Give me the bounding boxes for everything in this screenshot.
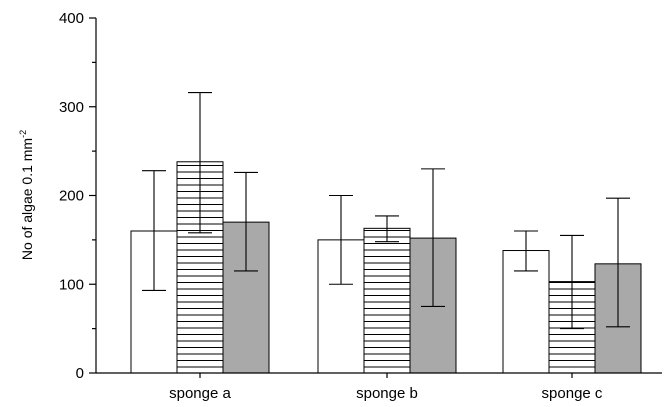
y-tick-label: 0 — [76, 365, 84, 382]
y-tick-label: 100 — [59, 276, 84, 293]
y-axis-title-text: No of algae 0.1 mm — [19, 138, 35, 260]
y-tick-label: 400 — [59, 10, 84, 27]
x-category-label: sponge a — [169, 385, 231, 402]
svg-text:No of algae 0.1 mm-2: No of algae 0.1 mm-2 — [18, 130, 35, 260]
error-bar — [421, 168, 445, 307]
error-bar — [606, 197, 630, 328]
y-tick-label: 300 — [59, 99, 84, 116]
y-tick-label: 200 — [59, 188, 84, 205]
error-bar — [514, 230, 538, 272]
y-axis-title-superscript: -2 — [18, 130, 28, 138]
error-bar — [560, 234, 584, 330]
error-bar — [234, 171, 258, 272]
bar-sponge-b-2 — [363, 227, 411, 374]
error-bar — [375, 215, 399, 243]
error-bar — [188, 92, 212, 234]
x-category-label: sponge c — [542, 385, 603, 402]
error-bar — [329, 194, 353, 285]
error-bar — [142, 170, 166, 292]
y-axis-title: No of algae 0.1 mm-2 — [18, 130, 35, 260]
x-category-label: sponge b — [356, 385, 418, 402]
